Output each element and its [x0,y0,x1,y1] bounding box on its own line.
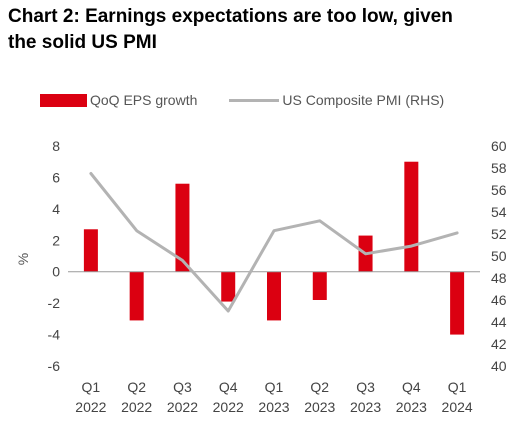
x-tick-label-year: 2022 [167,399,198,415]
y-left-tick-label: 6 [52,169,60,185]
legend-label-pmi: US Composite PMI (RHS) [282,92,445,108]
chart-title-line-1: Chart 2: Earnings expectations are too l… [8,6,453,27]
y-left-axis-label: % [15,253,31,265]
legend-bar-swatch [40,93,87,107]
y-left-tick-label: -2 [48,295,61,311]
eps-bar [175,183,190,272]
x-tick-label-year: 2023 [396,399,427,415]
chart-legend: QoQ EPS growth US Composite PMI (RHS) [40,89,444,111]
y-right-tick-label: 48 [491,270,507,286]
x-tick-label-quarter: Q1 [82,379,101,395]
legend-label-eps: QoQ EPS growth [90,92,198,108]
y-left-tick-label: -6 [48,358,61,374]
y-right-tick-label: 52 [491,226,507,242]
x-tick-label-quarter: Q2 [310,379,329,395]
y-right-tick-label: 56 [491,182,507,198]
y-left-tick-label: -4 [48,327,61,343]
x-tick-label-year: 2022 [213,399,244,415]
y-right-tick-label: 42 [491,336,507,352]
y-right-tick-label: 54 [491,204,507,220]
eps-bar [450,271,465,335]
legend-item-pmi: US Composite PMI (RHS) [197,92,444,108]
y-right-tick-label: 50 [491,248,507,264]
y-right-tick-label: 58 [491,160,507,176]
x-tick-label-year: 2022 [121,399,152,415]
y-right-tick-label: 44 [491,314,507,330]
eps-bar [267,271,281,321]
x-tick-label-year: 2022 [75,399,106,415]
eps-bar [129,271,144,321]
y-left-tick-label: 2 [52,232,60,248]
y-left-tick-label: 0 [52,264,60,280]
x-tick-label-year: 2023 [258,399,289,415]
x-tick-label-quarter: Q4 [402,379,421,395]
eps-bar [404,161,419,272]
x-tick-label-quarter: Q1 [265,379,284,395]
y-left-tick-label: 4 [52,201,60,217]
x-tick-label-quarter: Q1 [448,379,467,395]
x-tick-label-quarter: Q2 [127,379,146,395]
y-right-tick-label: 46 [491,292,507,308]
x-tick-label-quarter: Q3 [173,379,192,395]
y-right-tick-label: 40 [491,358,507,374]
legend-line-swatch [229,98,280,102]
x-tick-label-quarter: Q3 [356,379,375,395]
legend-item-eps: QoQ EPS growth [40,92,197,108]
x-tick-label-year: 2024 [442,399,473,415]
eps-bar [312,271,327,300]
x-tick-label-year: 2023 [304,399,335,415]
chart-title-line-2: the solid US PMI [8,32,157,53]
x-tick-label-year: 2023 [350,399,381,415]
y-left-tick-label: 8 [52,138,60,154]
pmi-line [89,172,459,313]
eps-bar [83,229,98,272]
x-tick-label-quarter: Q4 [219,379,238,395]
eps-bar [221,271,236,302]
y-right-tick-label: 60 [491,138,507,154]
chart-title: Chart 2: Earnings expectations are too l… [8,4,528,56]
